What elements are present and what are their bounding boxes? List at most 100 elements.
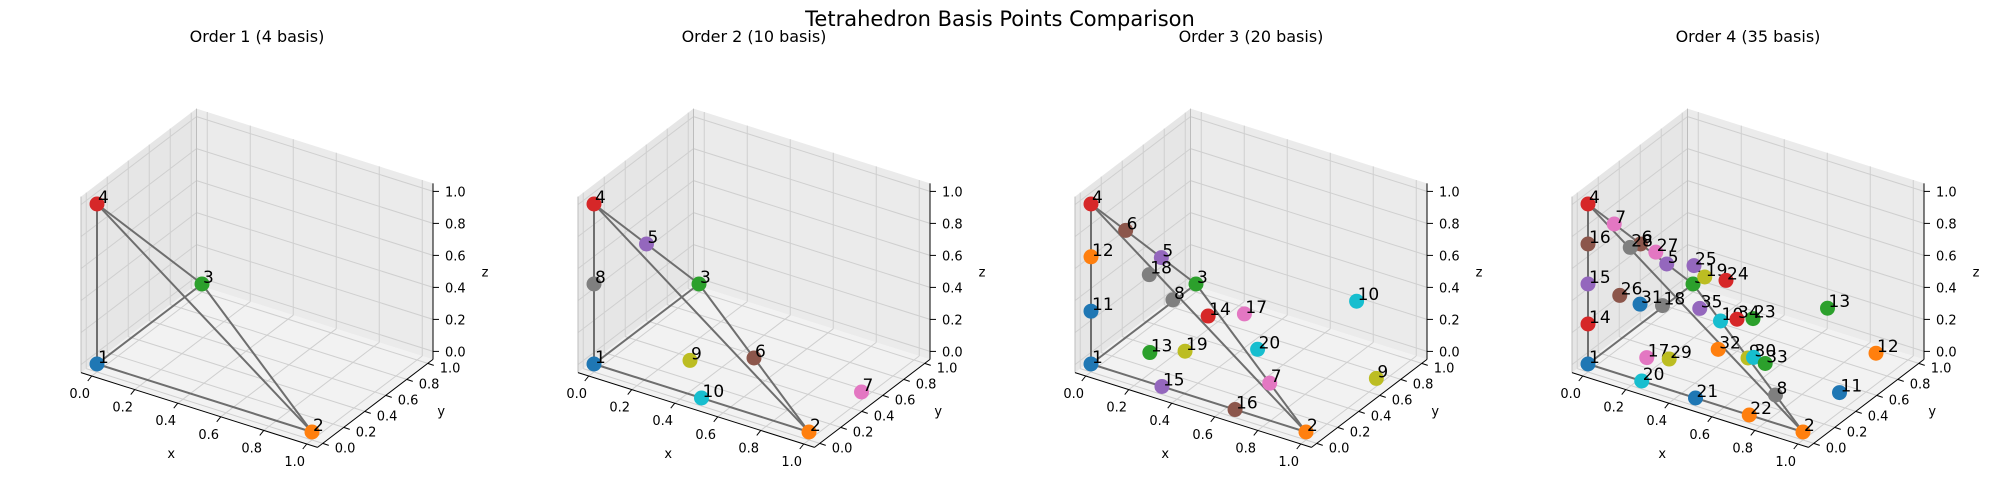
x-tick-mark (670, 402, 676, 409)
basis-point-label-20: 20 (1643, 365, 1665, 385)
basis-point-9 (682, 352, 698, 368)
z-tick-label: 0.6 (942, 249, 963, 264)
grid-line (107, 352, 344, 428)
pane-back (1190, 108, 1427, 360)
pane-back (196, 108, 433, 360)
basis-point-label-14: 14 (1589, 308, 1611, 328)
grid-line (577, 276, 694, 365)
basis-point-label-17: 17 (1245, 298, 1267, 318)
x-tick-mark (1210, 416, 1216, 423)
y-tick-label: 0.2 (1847, 425, 1868, 440)
y-tick-label: 0.2 (1350, 425, 1371, 440)
z-tick-label: 0.2 (1439, 313, 1460, 328)
grid-line (717, 328, 834, 418)
x-tick-label: 1.0 (781, 455, 802, 470)
basis-point-26 (1612, 287, 1628, 303)
basis-point-label-1: 1 (595, 348, 606, 368)
tetrahedron-edge (1090, 203, 1307, 433)
x-tick-label: 0.4 (155, 414, 176, 429)
grid-line (220, 328, 337, 418)
x-tick-mark (584, 375, 590, 382)
chart-panel-3: 0.00.00.00.20.20.20.4 0.40.40.60.60.60.80… (1063, 27, 1482, 470)
x-tick-mark (756, 430, 762, 436)
pane-side (1075, 108, 1191, 373)
y-tick-mark (1897, 378, 1904, 382)
y-tick-mark (343, 426, 350, 430)
y-tick-label: 0.6 (1889, 393, 1910, 408)
y-tick-label: 0.8 (419, 377, 440, 392)
basis-point-label-7: 7 (863, 376, 874, 396)
grid-line (693, 212, 931, 288)
grid-line (1797, 355, 1914, 445)
grid-line (1143, 320, 1380, 396)
grid-line (1074, 212, 1191, 301)
basis-point-18 (1655, 298, 1670, 314)
basis-point-8 (586, 276, 602, 292)
basis-point-7 (1606, 216, 1622, 232)
basis-point-label-34: 34 (1738, 303, 1760, 323)
basis-point-label-21: 21 (1697, 382, 1719, 402)
basis-point-15 (1154, 378, 1170, 394)
x-tick-mark (799, 443, 805, 450)
basis-point-32 (1710, 341, 1726, 357)
basis-point-label-5: 5 (1162, 242, 1173, 262)
y-axis-line (814, 359, 931, 448)
z-tick-label: 0.8 (1439, 217, 1460, 232)
x-tick-mark (627, 389, 633, 395)
basis-point-10 (1713, 313, 1728, 329)
basis-point-label-29: 29 (1670, 343, 1692, 363)
basis-point-2 (304, 424, 320, 440)
basis-point-2 (1795, 424, 1811, 440)
basis-point-5 (639, 236, 654, 252)
grid-line (760, 342, 877, 431)
chart-title: Order 1 (4 basis) (190, 27, 325, 46)
grid-line (80, 276, 197, 365)
basis-point-28 (1622, 239, 1638, 255)
x-tick-label: 0.0 (1560, 387, 1581, 402)
x-tick-mark (1081, 375, 1087, 382)
basis-point-7 (854, 384, 869, 400)
grid-line (80, 180, 197, 269)
basis-point-label-23: 23 (1754, 303, 1776, 323)
grid-line (1711, 328, 1828, 418)
basis-point-8 (1768, 387, 1783, 403)
basis-point-label-7: 7 (1615, 208, 1626, 228)
grid-line (646, 320, 883, 396)
basis-point-22 (1741, 407, 1757, 423)
pane-floor (578, 284, 930, 448)
basis-point-label-19: 19 (1186, 335, 1208, 355)
y-axis-line (1311, 359, 1428, 448)
pane-side (81, 108, 197, 373)
grid-line (577, 116, 694, 205)
x-tick-label: 0.4 (1646, 414, 1667, 429)
x-tick-mark (1253, 430, 1259, 436)
grid-line (674, 314, 791, 404)
y-tick-mark (924, 362, 931, 366)
tetrahedron-edge (96, 203, 313, 433)
basis-point-31 (1632, 296, 1648, 312)
z-tick-label: 0.0 (1936, 345, 1957, 360)
basis-point-label-2: 2 (1307, 416, 1318, 436)
x-axis-label: x (1161, 447, 1169, 462)
grid-line (803, 355, 920, 445)
grid-line (1190, 244, 1428, 320)
basis-point-11 (1832, 385, 1847, 401)
grid-line (693, 180, 931, 256)
basis-point-label-15: 15 (1163, 370, 1185, 390)
basis-point-21 (1688, 390, 1703, 406)
grid-line (577, 180, 694, 269)
z-tick-label: 1.0 (1439, 185, 1460, 200)
grid-line (306, 355, 423, 445)
basis-point-label-4: 4 (98, 188, 109, 208)
x-axis-line (1074, 372, 1312, 448)
basis-point-6 (746, 350, 762, 366)
grid-line (80, 148, 197, 237)
grid-line (196, 212, 434, 288)
basis-point-23 (1745, 311, 1761, 327)
tetrahedron-edge (201, 283, 313, 433)
basis-point-19 (1177, 343, 1193, 359)
z-tick-label: 0.6 (1936, 249, 1957, 264)
x-tick-label: 0.2 (1603, 401, 1624, 416)
tetrahedron-edge (1195, 283, 1307, 433)
